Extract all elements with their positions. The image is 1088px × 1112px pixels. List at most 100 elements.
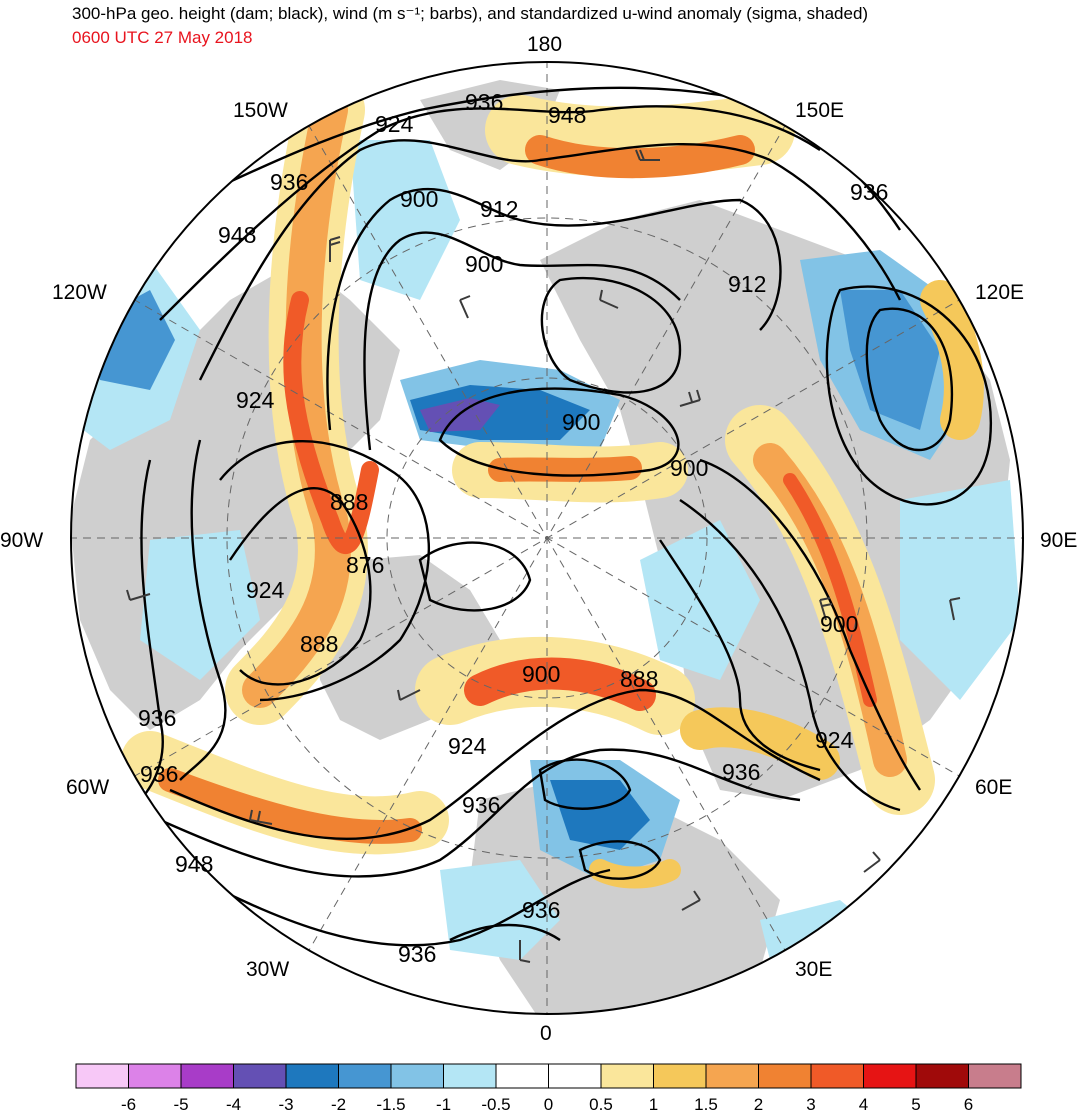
colorbar-tick-label: 1.5	[694, 1095, 718, 1112]
jet-iceland-core	[464, 657, 656, 711]
contour-label: 900	[562, 409, 600, 435]
barb	[397, 689, 421, 701]
contour-label: 948	[548, 102, 586, 128]
colorbar: -6 -5 -4 -3 -2 -1.5 -1 -0.5 0 0.5 1 1.5 2 3 4 5 6	[75, 1063, 1022, 1112]
lon-label-180: 180	[527, 33, 562, 56]
colorbar-tick-label: 5	[911, 1095, 920, 1112]
barb	[459, 295, 471, 319]
contour-label: 900	[522, 661, 560, 687]
colorbar-tick-label: -4	[226, 1095, 241, 1112]
contour-924-atlantic	[169, 688, 821, 841]
contour-888-east	[659, 539, 821, 772]
anomaly-arctic-purple	[420, 398, 500, 432]
contour-label: 900	[670, 455, 708, 481]
contour-label: 936	[140, 761, 178, 787]
contour-label: 936	[465, 89, 503, 115]
longitude-labels: 180 150E 120E 90E 60E 30E 0 30W 60W 90W …	[0, 33, 1077, 1045]
colorbar-tick-label: 2	[754, 1095, 763, 1112]
colorbar-tick-label: 4	[859, 1095, 868, 1112]
anomaly-alaska-blue	[350, 140, 460, 300]
meridian-30w-150e	[307, 123, 787, 953]
contour-label-group: 936 948 924 936 900 912 900 948 936 912 …	[138, 89, 888, 967]
colorbar-swatch	[968, 1063, 1022, 1089]
contour-label: 924	[448, 733, 487, 759]
lon-label-120e: 120E	[975, 281, 1024, 304]
contour-924-west	[179, 439, 227, 781]
contour-label: 936	[722, 759, 760, 785]
colorbar-tick-label: 0.5	[589, 1095, 613, 1112]
colorbar-tick-label: -6	[121, 1095, 136, 1112]
colorbar-tick-label: -1	[436, 1095, 451, 1112]
jet-far-east	[920, 280, 984, 440]
contour-936-west	[139, 459, 164, 801]
contour-label: 924	[815, 727, 854, 753]
contour-scandinavia-low	[538, 758, 632, 810]
positive-anomaly	[121, 75, 984, 889]
jet-north-outer	[485, 95, 795, 177]
contour-888-west	[219, 439, 431, 702]
barb	[599, 289, 619, 309]
contour-888-greenland	[418, 541, 532, 612]
contour-936-north	[159, 105, 821, 321]
contour-label: 900	[820, 611, 858, 637]
colorbar-swatch	[180, 1063, 234, 1089]
contour-low-center	[540, 276, 682, 394]
contour-label: 936	[398, 941, 436, 967]
colorbar-swatch	[810, 1063, 864, 1089]
contour-europe-low	[578, 840, 662, 880]
lon-label-0: 0	[540, 1022, 552, 1045]
lon-label-120w: 120W	[52, 281, 107, 304]
colorbar-swatch	[75, 1063, 129, 1089]
colorbar-swatch	[653, 1063, 707, 1089]
contour-936-europe	[449, 923, 561, 942]
colorbar-swatch	[915, 1063, 969, 1089]
barb	[681, 890, 701, 911]
colorbar-swatch	[338, 1063, 392, 1089]
barb	[679, 389, 701, 407]
colorbar-swatch	[548, 1063, 602, 1089]
contour-label: 912	[728, 271, 766, 297]
anomaly-atlantic-blue	[440, 860, 560, 960]
barb	[249, 809, 273, 825]
lon-label-30e: 30E	[795, 958, 832, 981]
contour-siberia-low	[865, 307, 954, 452]
barb	[255, 129, 280, 141]
jet-pole-core	[488, 456, 642, 482]
colorbar-tick-label: 0	[544, 1095, 553, 1112]
chart-subtitle: 0600 UTC 27 May 2018	[72, 28, 253, 47]
lon-label-150w: 150W	[233, 99, 288, 122]
barb	[635, 149, 660, 161]
colorbar-swatch	[443, 1063, 497, 1089]
barb	[126, 589, 151, 601]
contour-siberia-outer	[825, 285, 993, 506]
colorbar-swatch	[285, 1063, 339, 1089]
contour-label: 936	[138, 705, 176, 731]
colorbar-tick-label: -1.5	[376, 1095, 405, 1112]
colorbar-swatch	[390, 1063, 444, 1089]
colorbar-tick-label: 1	[649, 1095, 658, 1112]
contour-label: 936	[270, 169, 308, 195]
colorbar-tick-label: -0.5	[481, 1095, 510, 1112]
contour-label: 900	[465, 251, 503, 277]
contour-label: 888	[620, 666, 658, 692]
contour-label: 900	[400, 186, 438, 212]
barb	[863, 851, 881, 873]
map-disc	[71, 62, 1023, 1014]
contour-label: 912	[480, 196, 518, 222]
colorbar-swatch	[600, 1063, 654, 1089]
jet-east-core	[783, 473, 877, 707]
contour-label: 936	[522, 897, 560, 923]
contour-label: 876	[346, 552, 384, 578]
barb	[949, 597, 961, 621]
contour-876	[229, 487, 372, 686]
colorbar-tick-label: -5	[173, 1095, 188, 1112]
contour-label: 936	[850, 179, 888, 205]
barb	[329, 236, 341, 262]
contour-912-east	[679, 499, 901, 812]
colorbar-swatch	[128, 1063, 182, 1089]
chart-title: 300-hPa geo. height (dam; black), wind (…	[72, 4, 869, 23]
contour-label: 924	[246, 577, 285, 603]
colorbar-swatch	[758, 1063, 812, 1089]
contour-label: 888	[300, 631, 338, 657]
